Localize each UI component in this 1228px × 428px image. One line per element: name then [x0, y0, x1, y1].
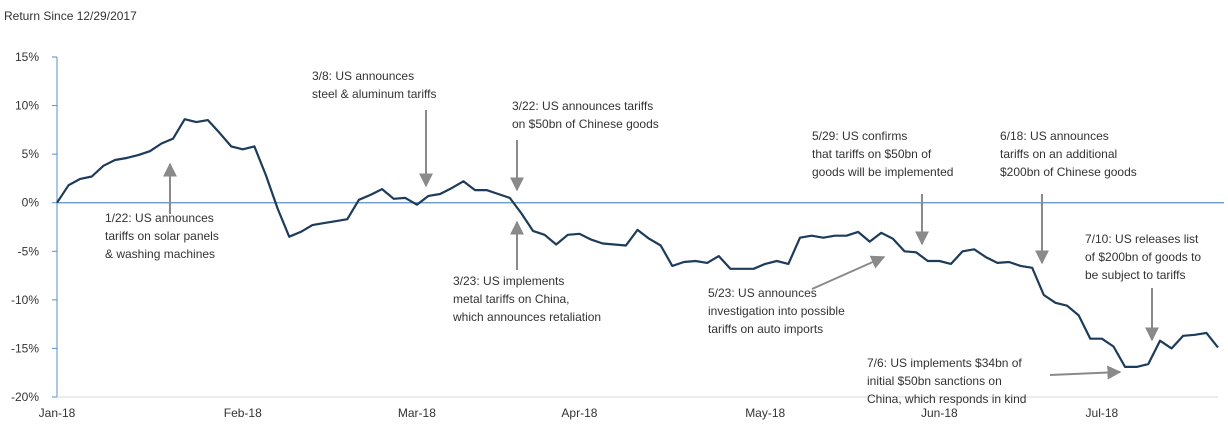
- annotation: 6/18: US announces: [1000, 129, 1109, 143]
- x-tick-label: Mar-18: [398, 406, 436, 420]
- annotation: steel & aluminum tariffs: [312, 87, 437, 101]
- annotation: tariffs on auto imports: [708, 322, 823, 336]
- x-tick-label: Jul-18: [1086, 406, 1119, 420]
- y-tick-label: -20%: [11, 390, 39, 404]
- annotation: initial $50bn sanctions on: [867, 374, 1002, 388]
- data-line: [56, 118, 1219, 368]
- annotation: 7/10: US releases list: [1085, 232, 1199, 246]
- annotation: 3/22: US announces tariffs: [512, 99, 653, 113]
- annotation: 7/6: US implements $34bn of: [867, 356, 1022, 370]
- x-tick-label: May-18: [745, 406, 785, 420]
- y-tick-label: 5%: [22, 147, 40, 161]
- annotation: be subject to tariffs: [1085, 268, 1186, 282]
- y-tick-label: -10%: [11, 293, 39, 307]
- annotation: & washing machines: [105, 247, 215, 261]
- annotation: 3/8: US announces: [312, 69, 414, 83]
- x-tick-label: Jun-18: [921, 406, 958, 420]
- annotation: that tariffs on $50bn of: [812, 147, 932, 161]
- annotation: 5/29: US confirms: [812, 129, 907, 143]
- y-tick-label: 15%: [15, 50, 39, 64]
- x-tick-label: Feb-18: [224, 406, 262, 420]
- annotation: 5/23: US announces: [708, 286, 817, 300]
- annotation: goods will be implemented: [812, 165, 953, 179]
- annotation: which announces retaliation: [452, 310, 601, 324]
- annotation: $200bn of Chinese goods: [1000, 165, 1137, 179]
- y-tick-label: -5%: [18, 244, 40, 258]
- subtitle: Return Since 12/29/2017: [4, 9, 137, 23]
- annotation: metal tariffs on China,: [453, 292, 570, 306]
- annotation: tariffs on solar panels: [105, 229, 219, 243]
- x-tick-label: Apr-18: [561, 406, 597, 420]
- y-tick-label: -15%: [11, 341, 39, 355]
- annotation: 3/23: US implements: [453, 274, 564, 288]
- y-tick-label: 0%: [22, 196, 40, 210]
- annotation: tariffs on an additional: [1000, 147, 1117, 161]
- annotation: investigation into possible: [708, 304, 845, 318]
- annotation-arrow: [1049, 365, 1122, 380]
- y-tick-label: 10%: [15, 99, 39, 113]
- annotation-arrow: [811, 255, 886, 290]
- x-tick-label: Jan-18: [39, 406, 76, 420]
- annotation: of $200bn of goods to: [1085, 250, 1201, 264]
- annotation: 1/22: US announces: [105, 211, 214, 225]
- annotation: China, which responds in kind: [867, 392, 1026, 406]
- annotation: on $50bn of Chinese goods: [512, 117, 659, 131]
